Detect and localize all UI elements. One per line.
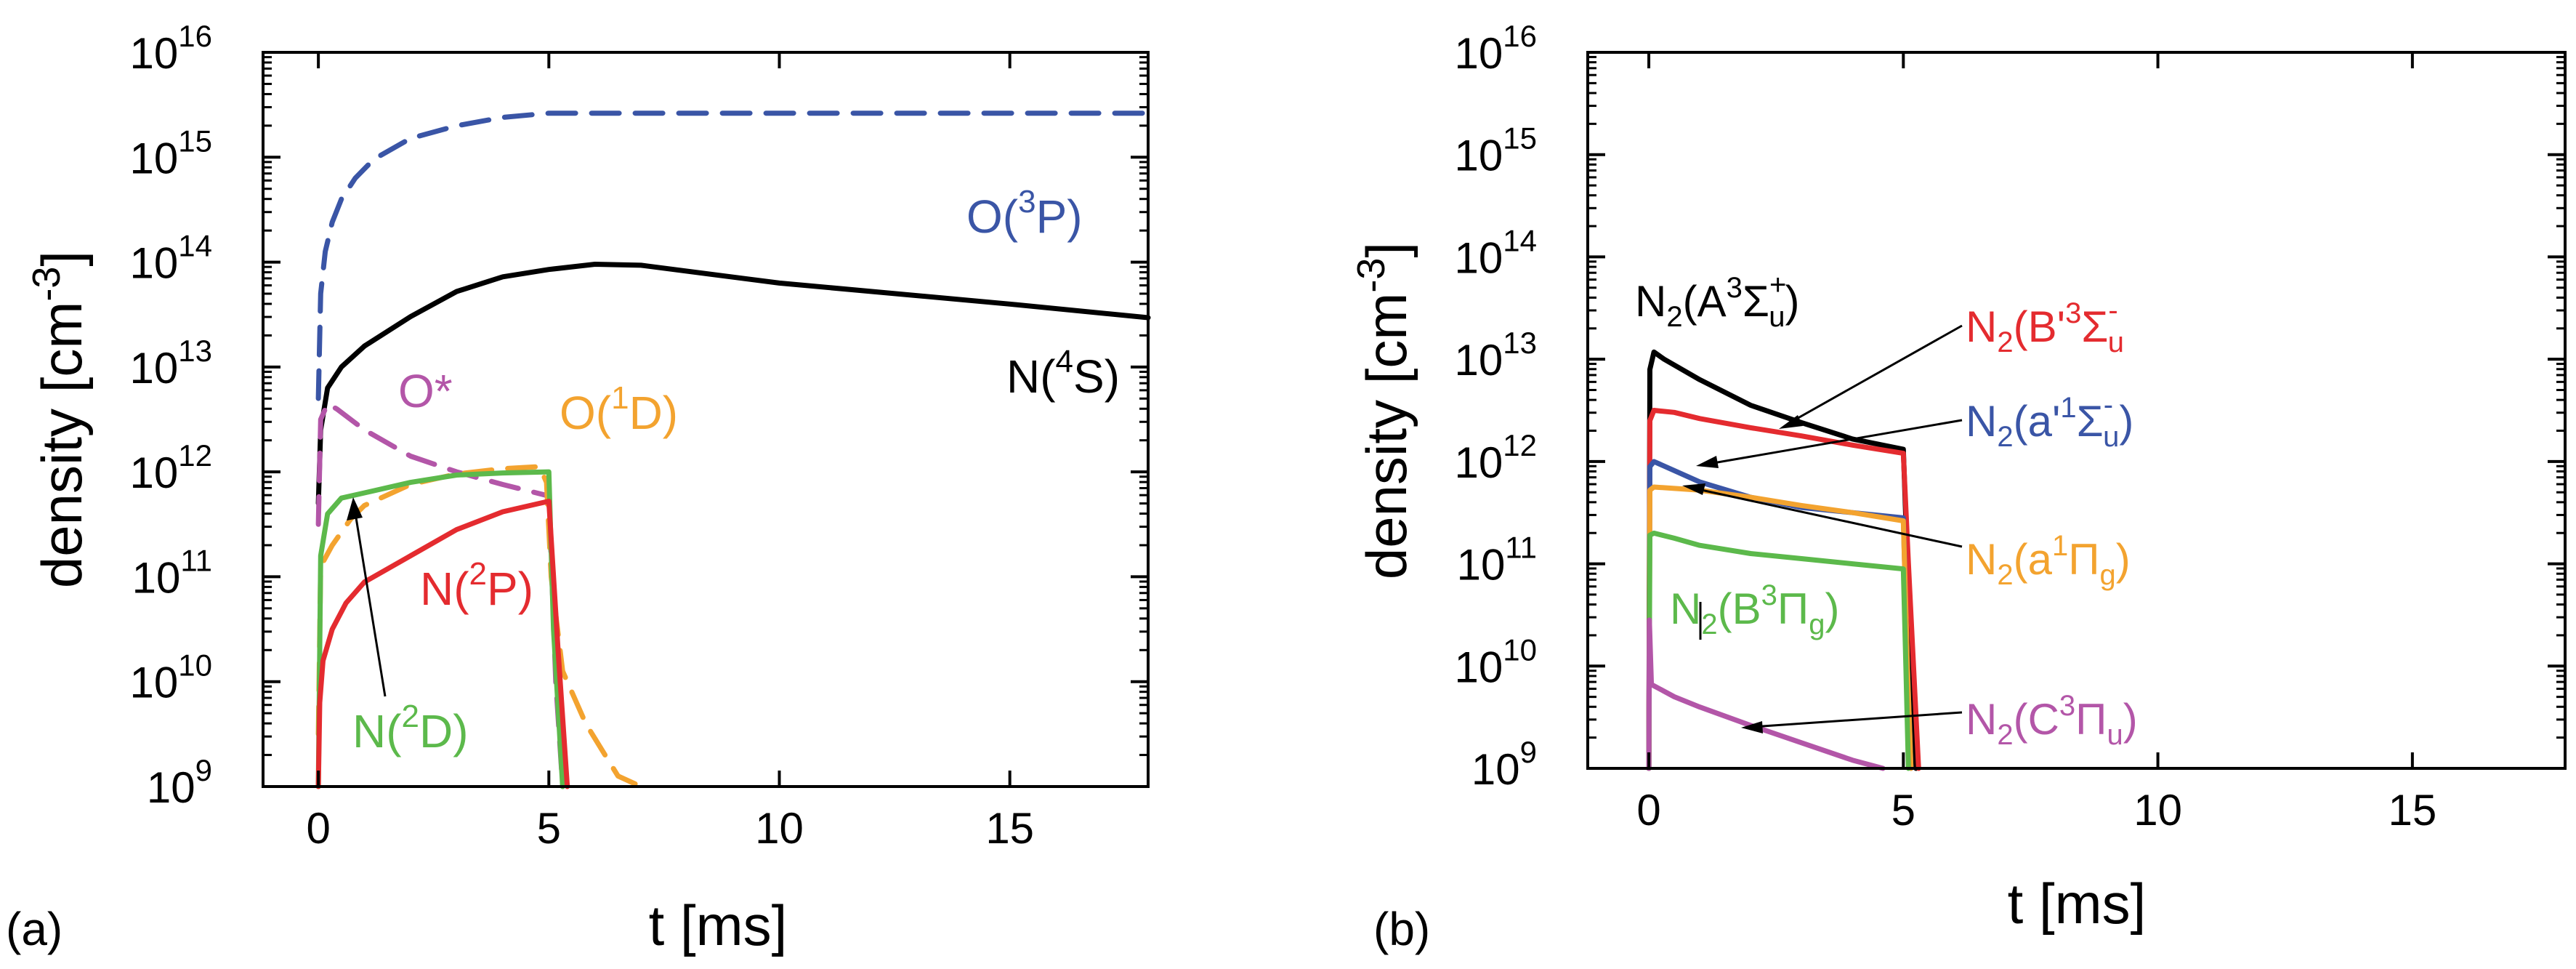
label-n2-b3pi: N2(B3Πg) bbox=[1670, 579, 1839, 640]
y-tick-label-15: 1015 bbox=[1455, 121, 1537, 180]
panel-a-frame bbox=[262, 51, 1150, 788]
series-o-3p bbox=[315, 110, 1151, 401]
x-tick-label-10: 10 bbox=[2133, 786, 2182, 835]
arrowhead-n2-aprime bbox=[1696, 456, 1719, 468]
series-n2-b3-g bbox=[1646, 530, 1911, 771]
label-n2-a3sigma: N2(A3Σ+ u) bbox=[1635, 269, 1800, 333]
arrowhead-n2d bbox=[347, 497, 363, 520]
series-n2-b-3-u bbox=[1646, 408, 1921, 771]
series-n2-c3-u bbox=[1646, 617, 1886, 771]
y-tick-label-15: 1015 bbox=[130, 124, 212, 182]
label-n2-aprime1sigma: N2(a'1Σ-u) bbox=[1966, 389, 2133, 453]
arrow-n2-bprime bbox=[1788, 324, 1963, 425]
x-tick-label-15: 15 bbox=[2388, 786, 2436, 835]
arrowhead-n2-c3pi bbox=[1741, 721, 1763, 733]
x-tick-label-15: 15 bbox=[985, 804, 1034, 853]
x-tick-label-0: 0 bbox=[306, 804, 330, 853]
x-tick-label-5: 5 bbox=[537, 804, 561, 853]
y-tick-label-10: 1010 bbox=[1455, 632, 1537, 691]
label-n2p: N(2P) bbox=[420, 556, 533, 615]
arrow-n2-aprime bbox=[1708, 419, 1963, 465]
label-n2d: N(2D) bbox=[352, 699, 469, 757]
panel-b-xlabel: t [ms] bbox=[2008, 872, 2147, 936]
y-tick-label-9: 109 bbox=[1471, 735, 1537, 794]
y-tick-label-9: 109 bbox=[147, 753, 212, 812]
label-o1d: O(1D) bbox=[560, 380, 678, 439]
y-tick-label-12: 1012 bbox=[130, 438, 212, 497]
panel-b-ylabel: density [cm-3] bbox=[1349, 242, 1418, 579]
y-tick-label-11: 1011 bbox=[1457, 531, 1537, 590]
arrow-n2d bbox=[353, 508, 387, 697]
x-tick-label-5: 5 bbox=[1891, 786, 1915, 835]
panel-a-ylabel: density [cm-3] bbox=[25, 251, 94, 588]
y-tick-label-14: 1014 bbox=[1455, 223, 1537, 282]
x-tick-label-0: 0 bbox=[1636, 786, 1660, 835]
x-tick-label-10: 10 bbox=[755, 804, 804, 853]
series-n-2p bbox=[315, 499, 570, 789]
y-tick-label-13: 1013 bbox=[130, 334, 212, 393]
label-ostar: O* bbox=[398, 365, 453, 417]
y-tick-label-16: 1016 bbox=[1455, 19, 1537, 78]
y-tick-label-11: 1011 bbox=[132, 543, 212, 602]
label-n2-a1pi: N2(a1Πg) bbox=[1966, 530, 2131, 591]
arrowhead-n2-a1pi bbox=[1682, 483, 1705, 495]
y-tick-label-10: 1010 bbox=[130, 648, 212, 707]
panel-a-label: (a) bbox=[6, 903, 62, 955]
arrowhead-n2-bprime bbox=[1779, 415, 1803, 429]
y-tick-label-12: 1012 bbox=[1455, 428, 1537, 487]
y-tick-label-14: 1014 bbox=[130, 229, 212, 288]
label-n2-c3pi: N2(C3Πu) bbox=[1966, 690, 2138, 751]
panel-b-frame bbox=[1586, 51, 2567, 770]
panel-b-label: (b) bbox=[1373, 903, 1430, 955]
label-o3p: O(3P) bbox=[966, 184, 1083, 243]
series-n-4s bbox=[315, 262, 1151, 506]
series-o-1d bbox=[315, 464, 644, 789]
y-tick-label-13: 1013 bbox=[1455, 326, 1537, 385]
label-n2-bprime3sigma: N2(B'3Σ-u bbox=[1966, 294, 2124, 358]
arrow-n2-a1pi bbox=[1694, 487, 1963, 548]
label-n4s: N(4S) bbox=[1006, 344, 1120, 403]
series-o bbox=[315, 401, 565, 789]
y-tick-label-16: 1016 bbox=[130, 19, 212, 78]
panel-a-xlabel: t [ms] bbox=[649, 893, 788, 957]
arrow-n2-c3pi bbox=[1752, 711, 1963, 728]
